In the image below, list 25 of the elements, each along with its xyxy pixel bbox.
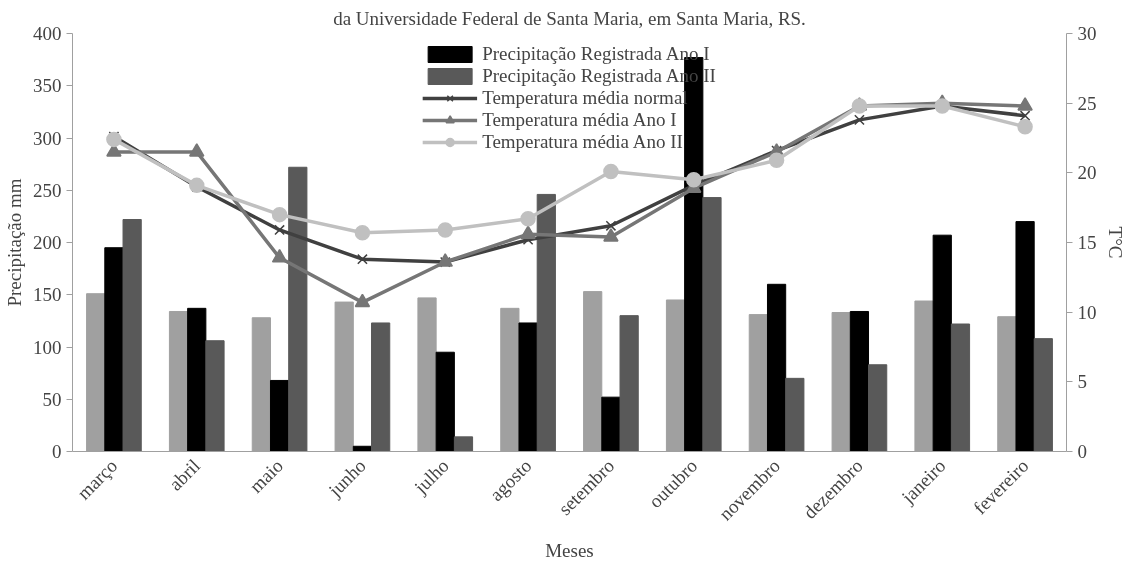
y2-tick-label: 0 [1077, 441, 1087, 462]
y2-tick-label: 15 [1077, 232, 1097, 253]
x-axis-title: Meses [545, 539, 594, 561]
y2-tick-label: 20 [1077, 162, 1097, 184]
y-tick-label: 400 [33, 23, 62, 44]
y2-tick-label: 10 [1077, 301, 1097, 323]
x-tick-label: abril [164, 455, 205, 495]
y-tick-label: 300 [33, 127, 62, 149]
legend-label: Precipitação Registrada Ano I [482, 43, 710, 65]
y-tick-label: 150 [33, 284, 62, 306]
legend-label: Temperatura média Ano II [482, 131, 683, 153]
chart-title: da Universidade Federal de Santa Maria, em Santa Maria, RS. [333, 7, 806, 29]
y-tick-label: 350 [33, 75, 62, 97]
y-tick-label: 50 [42, 388, 62, 410]
y-tick-label: 100 [33, 336, 62, 358]
y2-tick-label: 5 [1077, 371, 1087, 393]
legend-label: Temperatura média Ano I [482, 109, 677, 131]
y-tick-label: 200 [33, 232, 62, 253]
y-tick-label: 250 [33, 179, 62, 201]
y-axis-title: Precipitação mm [4, 178, 25, 307]
y2-tick-label: 30 [1077, 23, 1097, 44]
y2-axis-title: T°C [1104, 226, 1126, 259]
y2-tick-label: 25 [1077, 92, 1097, 114]
x-tick-label: maio [245, 455, 288, 497]
y-tick-label: 0 [52, 441, 62, 462]
